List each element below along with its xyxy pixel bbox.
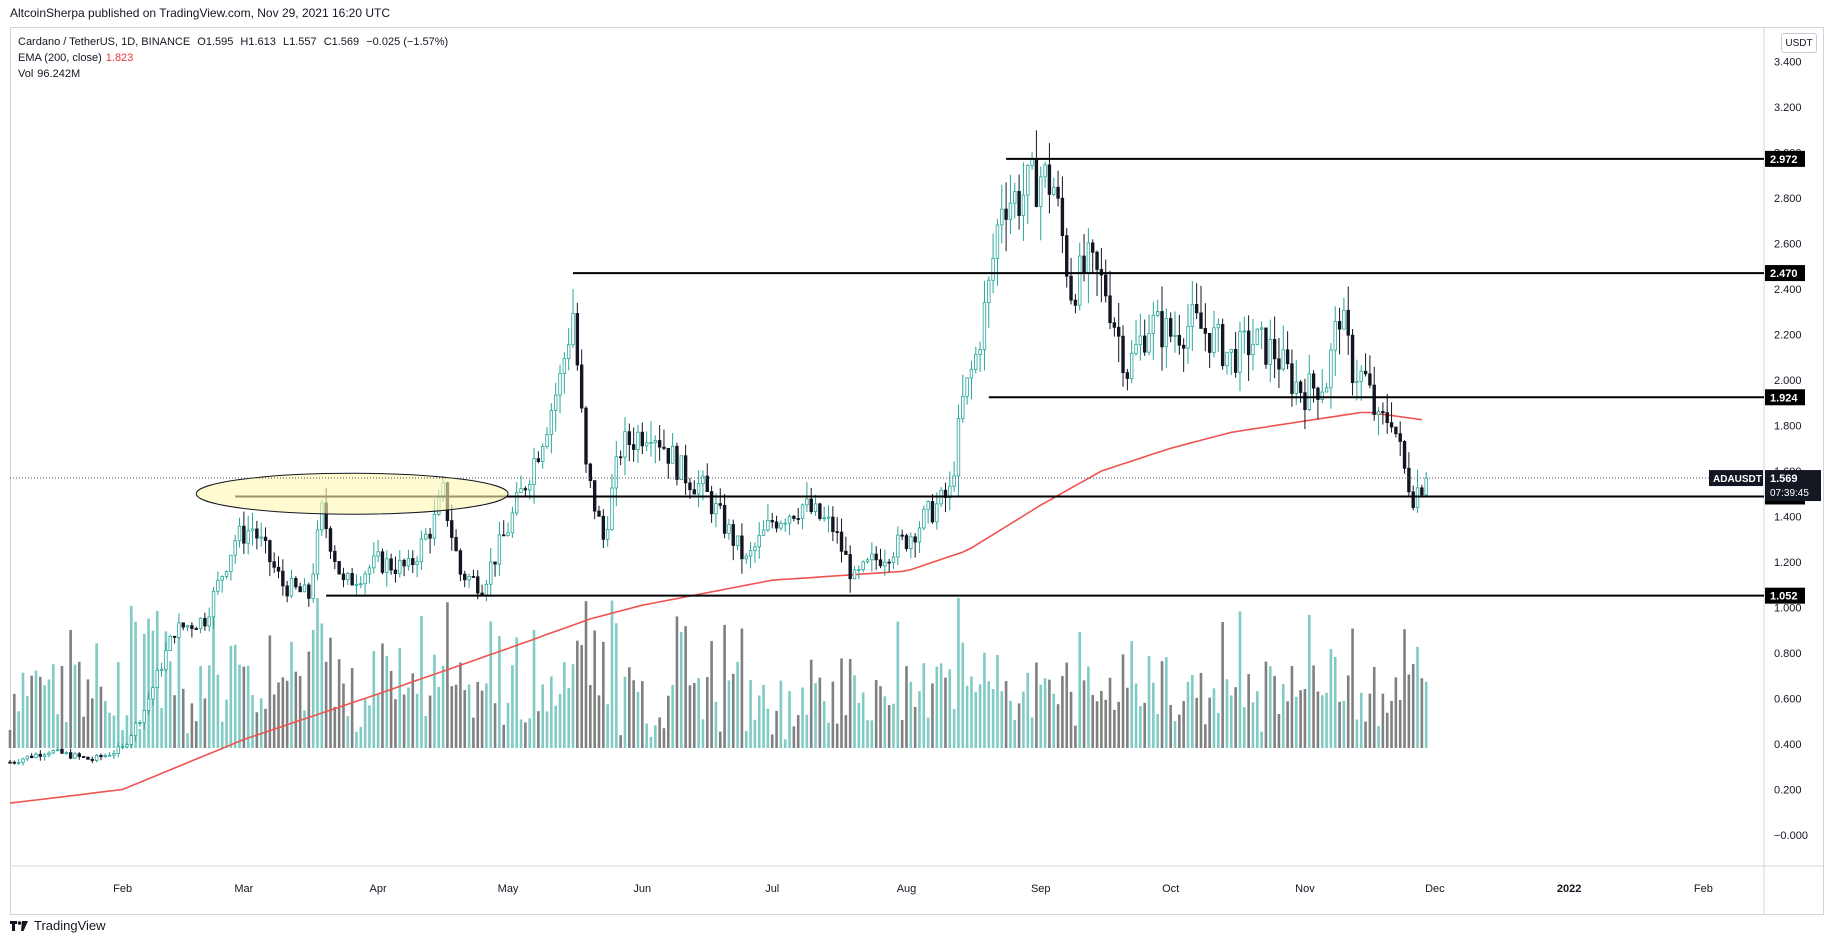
legend-symbol[interactable]: Cardano / TetherUS, 1D, BINANCE bbox=[18, 36, 191, 48]
legend-ema-label: EMA (200, close) bbox=[18, 52, 102, 64]
legend-open: O1.595 bbox=[197, 36, 234, 48]
legend-close: C1.569 bbox=[323, 36, 360, 48]
tradingview-logo-icon bbox=[10, 920, 28, 932]
currency-button[interactable]: USDT bbox=[1781, 33, 1817, 53]
legend-vol-label: Vol bbox=[18, 68, 34, 80]
legend-high: H1.613 bbox=[240, 36, 276, 48]
legend-ema-value: 1.823 bbox=[105, 52, 134, 64]
chart-legend: Cardano / TetherUS, 1D, BINANCE O1.595 H… bbox=[18, 34, 452, 82]
legend-low: L1.557 bbox=[282, 36, 317, 48]
legend-vol-row[interactable]: Vol 96.242M bbox=[18, 66, 452, 82]
chart-frame bbox=[10, 27, 1824, 915]
legend-change: −0.025 (−1.57%) bbox=[366, 36, 449, 48]
legend-vol-value: 96.242M bbox=[37, 68, 81, 80]
publish-line: AltcoinSherpa published on TradingView.c… bbox=[10, 6, 391, 20]
legend-ema-row[interactable]: EMA (200, close) 1.823 bbox=[18, 50, 452, 66]
legend-symbol-row: Cardano / TetherUS, 1D, BINANCE O1.595 H… bbox=[18, 34, 452, 50]
footer-brand-label: TradingView bbox=[34, 918, 106, 933]
footer-brand[interactable]: TradingView bbox=[10, 918, 106, 933]
